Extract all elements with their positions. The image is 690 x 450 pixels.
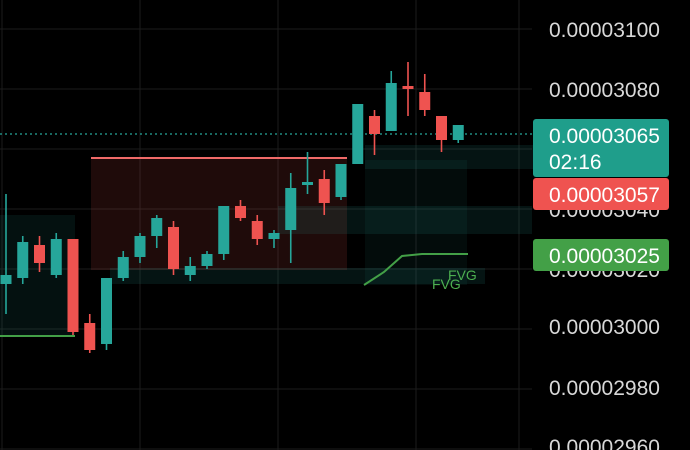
candle-body [218, 206, 230, 254]
candle-body [184, 266, 196, 275]
candle-body [419, 92, 431, 110]
fvg-label-1: FVG [448, 267, 477, 283]
y-tick-label: 0.00003080 [549, 79, 660, 102]
candle [318, 170, 330, 215]
candle-body [436, 116, 447, 140]
candle [0, 194, 12, 314]
candle [184, 257, 196, 281]
candles [0, 62, 464, 353]
candle [369, 110, 380, 155]
candle-body [134, 236, 146, 257]
fvg-zone-left [0, 215, 75, 336]
candle [436, 116, 447, 152]
candle-body [302, 182, 313, 185]
candle-body [168, 227, 179, 269]
y-tick-label: 0.00002960 [549, 436, 660, 450]
candle-body [34, 245, 45, 263]
y-tick-label: 0.00003100 [549, 19, 660, 42]
candle [84, 314, 96, 353]
price-badge-red-value: 0.00003057 [549, 184, 660, 207]
price-badge-current-bg [533, 119, 669, 177]
y-tick-label: 0.00002980 [549, 377, 660, 400]
candle-body [17, 242, 29, 278]
candle [34, 236, 45, 272]
candle [452, 125, 464, 143]
candle [402, 62, 414, 116]
candle-body [251, 221, 263, 239]
candle [385, 71, 397, 131]
candle [67, 239, 79, 335]
candle [201, 251, 213, 269]
candle [50, 233, 62, 278]
candle [251, 215, 263, 245]
candle [352, 104, 364, 164]
candle-body [452, 125, 464, 140]
candle-body [50, 239, 62, 275]
fvg-zone-mid [278, 206, 532, 234]
candle-body [67, 239, 79, 332]
fvg-zone-long [110, 268, 485, 284]
candle-body [285, 188, 297, 230]
price-badge-green: 0.00003025 [533, 239, 669, 271]
candle [218, 206, 230, 260]
candle-body [151, 218, 163, 236]
candle-body [369, 116, 380, 134]
vertical-grid [1, 0, 520, 450]
demand-zone-right [365, 160, 467, 285]
price-badge-red: 0.00003057 [533, 178, 669, 210]
candle-body [318, 179, 330, 203]
candle [101, 278, 112, 350]
fvg-step-line [363, 253, 468, 286]
candle-body [335, 164, 347, 197]
candle-body [268, 233, 280, 239]
price-badge-red-bg [533, 178, 669, 210]
price-badge-green-bg [533, 239, 669, 271]
price-badge-green-value: 0.00003025 [549, 245, 660, 268]
candle [419, 74, 431, 116]
candle [335, 164, 347, 200]
candle-body [201, 254, 213, 266]
candle [117, 251, 129, 281]
candle-body [101, 278, 112, 344]
candle-body [385, 83, 397, 131]
y-tick-label: 0.00003000 [549, 316, 660, 339]
candle [285, 173, 297, 263]
price-badge-countdown: 02:16 [549, 151, 602, 174]
candle [134, 233, 146, 263]
candle-body [117, 257, 129, 278]
candle [302, 152, 313, 194]
price-badge-current-value: 0.00003065 [549, 125, 660, 148]
fvg-zone-upper [365, 145, 533, 169]
candle [168, 221, 179, 275]
candle [235, 200, 246, 221]
candle-body [352, 104, 364, 164]
candle-body [0, 275, 12, 284]
candle [268, 230, 280, 248]
candle-body [84, 323, 96, 350]
fvg-label-2: FVG [432, 276, 461, 292]
candle [151, 215, 163, 248]
candle-body [235, 206, 246, 218]
candle [17, 236, 29, 284]
price-badge-current: 0.00003065 02:16 [533, 119, 669, 177]
candle-body [402, 86, 414, 89]
